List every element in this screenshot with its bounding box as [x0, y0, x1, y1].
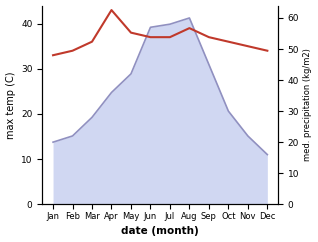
- X-axis label: date (month): date (month): [121, 227, 199, 236]
- Y-axis label: med. precipitation (kg/m2): med. precipitation (kg/m2): [303, 48, 313, 161]
- Y-axis label: max temp (C): max temp (C): [5, 71, 16, 139]
